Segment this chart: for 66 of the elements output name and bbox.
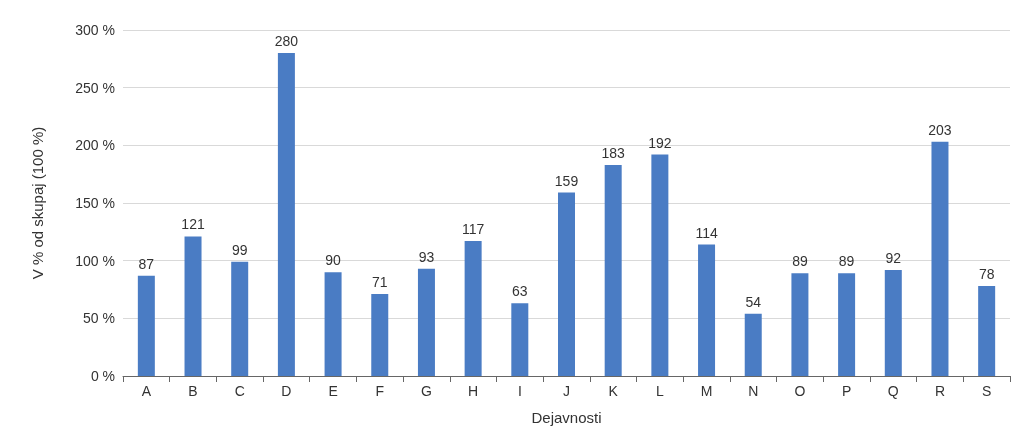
bar <box>184 236 202 376</box>
y-tick-label: 300 % <box>75 22 115 38</box>
bar <box>511 303 529 376</box>
data-label: 89 <box>838 253 855 270</box>
bar <box>371 294 389 376</box>
x-tick-label: D <box>281 383 292 399</box>
bar <box>417 268 435 376</box>
data-label: 87 <box>138 255 155 272</box>
y-axis-title: V % od skupaj (100 %) <box>29 126 46 280</box>
x-tick-label: G <box>421 383 432 399</box>
bar <box>231 261 249 376</box>
y-tick-label: 200 % <box>75 137 115 154</box>
x-tick-label: H <box>468 383 479 399</box>
x-tick-label: B <box>188 383 198 399</box>
x-tick-label: F <box>375 383 385 399</box>
data-label: 89 <box>792 253 808 270</box>
data-label: 90 <box>325 252 342 269</box>
bar <box>931 141 949 376</box>
data-label: 114 <box>695 224 718 241</box>
bar <box>277 53 295 376</box>
bar <box>137 275 155 376</box>
x-tick-label: M <box>700 383 713 399</box>
y-tick-label: 150 % <box>75 195 115 211</box>
data-label: 159 <box>554 172 579 189</box>
data-label: 99 <box>231 241 248 258</box>
bar <box>324 272 342 376</box>
x-tick-label: O <box>794 383 806 399</box>
bar <box>791 273 809 376</box>
bar <box>464 241 482 376</box>
x-tick-label: J <box>563 383 570 399</box>
x-tick-label: L <box>655 383 664 399</box>
data-label: 54 <box>745 293 762 310</box>
data-label: 78 <box>978 266 995 283</box>
bar <box>698 244 716 376</box>
bar <box>604 164 622 376</box>
data-label: 121 <box>181 216 205 233</box>
x-tick-label: P <box>841 383 852 399</box>
x-tick-label: N <box>748 383 759 399</box>
x-axis-title: Dejavnosti <box>531 409 602 426</box>
data-label: 117 <box>461 221 485 238</box>
bar <box>884 269 902 376</box>
x-tick-label: K <box>608 383 619 399</box>
x-tick-label: S <box>981 383 992 399</box>
data-label: 93 <box>418 248 435 265</box>
bar <box>558 192 575 376</box>
x-tick-label: E <box>328 383 338 399</box>
bar <box>744 313 762 376</box>
x-tick-label: R <box>934 383 946 399</box>
x-tick-label: C <box>234 383 245 399</box>
data-label: 192 <box>648 134 672 151</box>
data-label: 280 <box>274 33 299 50</box>
bar <box>838 273 856 376</box>
bar <box>651 154 669 376</box>
data-label: 203 <box>928 121 952 138</box>
data-label: 183 <box>601 144 626 161</box>
x-tick-label: I <box>517 383 522 399</box>
y-tick-label: 0 % <box>90 368 115 384</box>
data-label: 71 <box>371 274 388 291</box>
x-tick-label: Q <box>887 383 899 399</box>
y-tick-label: 250 % <box>75 79 115 96</box>
data-label: 92 <box>885 249 902 266</box>
y-tick-label: 50 % <box>83 310 115 327</box>
x-tick-label: A <box>141 383 152 399</box>
data-label: 63 <box>512 283 528 300</box>
y-tick-label: 100 % <box>75 252 115 269</box>
bar <box>978 286 996 376</box>
